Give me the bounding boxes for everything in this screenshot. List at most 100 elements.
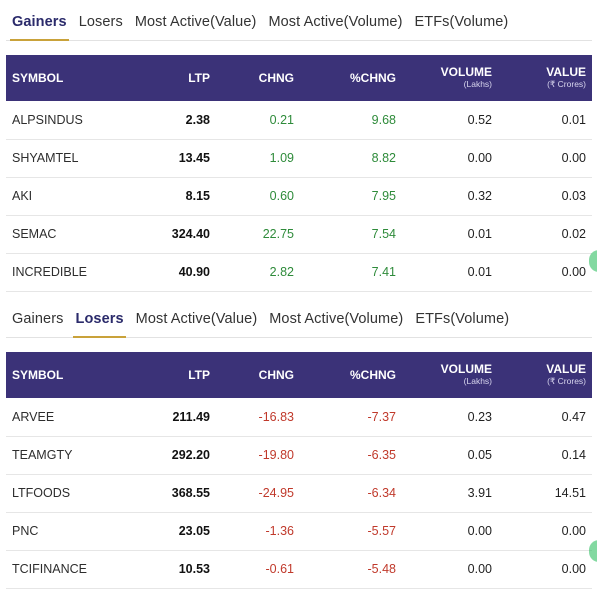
table-row[interactable]: PNC 23.05 -1.36 -5.57 0.00 0.00: [6, 512, 592, 550]
tab-most-active-volume[interactable]: Most Active(Volume): [269, 311, 404, 327]
column-header-ltp[interactable]: LTP: [188, 367, 210, 382]
chng-cell: 22.75: [262, 227, 294, 241]
value-cell: 0.00: [561, 524, 586, 538]
value-cell: 0.03: [561, 189, 586, 203]
chng-cell: 1.09: [269, 151, 294, 165]
pchng-cell: -5.57: [367, 524, 397, 538]
symbol-cell[interactable]: ALPSINDUS: [12, 112, 83, 127]
table-header-row: SYMBOL LTP CHNG %CHNG VOLUME (Lakhs) VAL…: [6, 55, 592, 101]
tab-gainers[interactable]: Gainers: [6, 14, 73, 41]
value-cell: 0.00: [561, 151, 586, 165]
tab-etfs-volume[interactable]: ETFs(Volume): [415, 311, 510, 327]
tab-most-active-volume[interactable]: Most Active(Volume): [268, 14, 403, 30]
table-row[interactable]: INCREDIBLE 40.90 2.82 7.41 0.01 0.00: [6, 253, 592, 291]
symbol-cell[interactable]: PNC: [12, 524, 39, 538]
table-row[interactable]: LTFOODS 368.55 -24.95 -6.34 3.91 14.51: [6, 474, 592, 512]
value-unit-label: (₹ Crores): [547, 376, 586, 386]
volume-cell: 0.00: [467, 524, 492, 538]
tab-losers[interactable]: Losers: [78, 14, 123, 30]
pchng-cell: -6.34: [367, 486, 397, 500]
pchng-cell: 9.68: [371, 112, 396, 127]
value-header-label: VALUE: [546, 362, 586, 376]
volume-cell: 0.01: [467, 227, 492, 241]
volume-cell: 0.01: [467, 265, 492, 279]
ltp-cell: 2.38: [185, 112, 210, 127]
column-header-pchng[interactable]: %CHNG: [349, 367, 396, 382]
pchng-cell: 7.54: [371, 227, 396, 241]
chng-cell: -1.36: [265, 524, 295, 538]
ltp-cell: 13.45: [178, 151, 210, 165]
pchng-cell: -6.35: [367, 448, 397, 462]
ltp-cell: 8.15: [185, 189, 210, 203]
volume-unit-label: (Lakhs): [463, 79, 492, 89]
ltp-cell: 23.05: [178, 524, 210, 538]
volume-cell: 0.00: [467, 562, 492, 576]
volume-header-label: VOLUME: [440, 362, 492, 376]
floating-chat-widget[interactable]: [589, 540, 597, 562]
tab-most-active-value[interactable]: Most Active(Value): [135, 311, 258, 327]
gainers-section: Gainers Losers Most Active(Value) Most A…: [6, 0, 592, 292]
chng-cell: -0.61: [265, 562, 295, 576]
volume-cell: 3.91: [467, 486, 492, 500]
symbol-cell[interactable]: SEMAC: [12, 227, 57, 241]
pchng-cell: -5.48: [367, 562, 397, 576]
table-row[interactable]: TCIFINANCE 10.53 -0.61 -5.48 0.00 0.00: [6, 550, 592, 588]
value-cell: 0.02: [561, 227, 586, 241]
column-header-symbol[interactable]: SYMBOL: [12, 367, 64, 382]
symbol-cell[interactable]: AKI: [12, 189, 33, 203]
value-cell: 0.00: [561, 265, 586, 279]
volume-cell: 0.00: [467, 151, 492, 165]
pchng-cell: -7.37: [367, 409, 397, 424]
column-header-chng[interactable]: CHNG: [258, 70, 294, 85]
column-header-value[interactable]: VALUE (₹ Crores): [498, 55, 592, 101]
table-row[interactable]: TEAMGTY 292.20 -19.80 -6.35 0.05 0.14: [6, 436, 592, 474]
chng-cell: -19.80: [258, 448, 294, 462]
tab-gainers[interactable]: Gainers: [12, 311, 64, 327]
chng-cell: -24.95: [258, 486, 294, 500]
value-header-label: VALUE: [546, 65, 586, 79]
pchng-cell: 7.95: [371, 189, 396, 203]
tab-most-active-value[interactable]: Most Active(Value): [134, 14, 257, 30]
value-cell: 14.51: [554, 486, 586, 500]
table-row[interactable]: AKI 8.15 0.60 7.95 0.32 0.03: [6, 177, 592, 215]
symbol-cell[interactable]: TEAMGTY: [12, 448, 73, 462]
gainers-table: SYMBOL LTP CHNG %CHNG VOLUME (Lakhs) VAL…: [6, 55, 592, 292]
table-row[interactable]: ARVEE 211.49 -16.83 -7.37 0.23 0.47: [6, 398, 592, 436]
column-header-value[interactable]: VALUE (₹ Crores): [498, 352, 592, 398]
value-cell: 0.14: [561, 448, 586, 462]
tab-losers[interactable]: Losers: [69, 311, 129, 338]
value-cell: 0.47: [561, 409, 586, 424]
losers-table: SYMBOL LTP CHNG %CHNG VOLUME (Lakhs) VAL…: [6, 352, 592, 589]
chng-cell: 2.82: [269, 265, 294, 279]
gainers-tab-bar: Gainers Losers Most Active(Value) Most A…: [6, 0, 592, 41]
column-header-volume[interactable]: VOLUME (Lakhs): [402, 352, 498, 398]
floating-chat-widget[interactable]: [589, 250, 597, 272]
chng-cell: -16.83: [258, 409, 294, 424]
table-header-row: SYMBOL LTP CHNG %CHNG VOLUME (Lakhs) VAL…: [6, 352, 592, 398]
symbol-cell[interactable]: INCREDIBLE: [12, 265, 88, 279]
column-header-symbol[interactable]: SYMBOL: [12, 70, 64, 85]
volume-cell: 0.32: [467, 189, 492, 203]
symbol-cell[interactable]: LTFOODS: [12, 486, 71, 500]
volume-cell: 0.52: [467, 112, 492, 127]
ltp-cell: 211.49: [172, 409, 210, 424]
table-row[interactable]: SHYAMTEL 13.45 1.09 8.82 0.00 0.00: [6, 139, 592, 177]
table-row[interactable]: SEMAC 324.40 22.75 7.54 0.01 0.02: [6, 215, 592, 253]
tab-etfs-volume[interactable]: ETFs(Volume): [414, 14, 509, 30]
chng-cell: 0.60: [269, 189, 294, 203]
ltp-cell: 324.40: [171, 227, 210, 241]
table-row[interactable]: ALPSINDUS 2.38 0.21 9.68 0.52 0.01: [6, 101, 592, 139]
ltp-cell: 40.90: [178, 265, 210, 279]
column-header-ltp[interactable]: LTP: [188, 70, 210, 85]
pchng-cell: 8.82: [371, 151, 396, 165]
symbol-cell[interactable]: TCIFINANCE: [12, 562, 87, 576]
ltp-cell: 10.53: [178, 562, 210, 576]
ltp-cell: 292.20: [171, 448, 210, 462]
column-header-pchng[interactable]: %CHNG: [349, 70, 396, 85]
volume-unit-label: (Lakhs): [463, 376, 492, 386]
ltp-cell: 368.55: [171, 486, 210, 500]
column-header-volume[interactable]: VOLUME (Lakhs): [402, 55, 498, 101]
column-header-chng[interactable]: CHNG: [258, 367, 294, 382]
symbol-cell[interactable]: SHYAMTEL: [12, 151, 79, 165]
symbol-cell[interactable]: ARVEE: [12, 409, 55, 424]
